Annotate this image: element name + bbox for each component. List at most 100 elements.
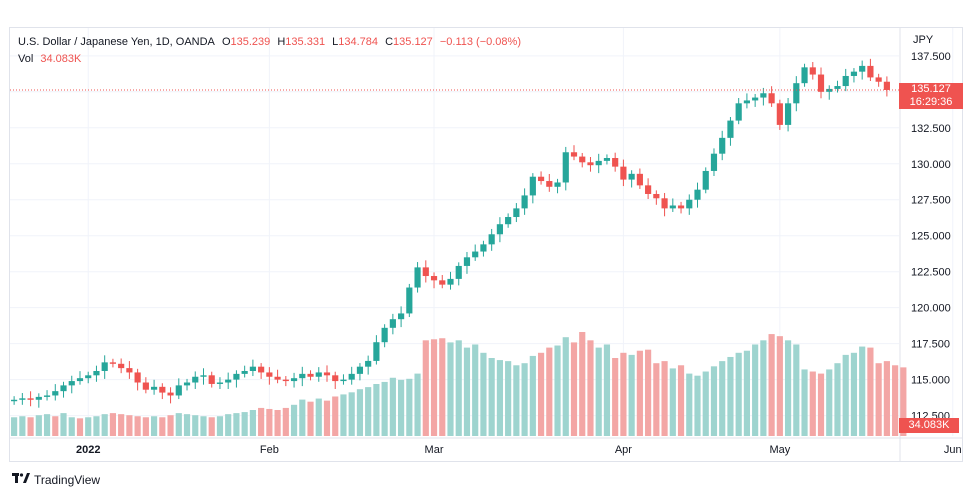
- volume-bar: [142, 417, 149, 436]
- volume-bar: [743, 350, 750, 436]
- time-tick-label: May: [769, 444, 790, 456]
- symbol-title[interactable]: U.S. Dollar / Japanese Yen, 1D, OANDA: [18, 36, 215, 48]
- volume-bar: [677, 365, 685, 436]
- candle-body: [225, 379, 232, 383]
- volume-bar: [290, 404, 298, 436]
- low-value: 134.784: [338, 36, 379, 48]
- candle-body: [694, 189, 701, 200]
- volume-bar: [595, 347, 602, 436]
- candle-body: [677, 205, 685, 209]
- volume-bar: [60, 413, 67, 436]
- volume-bar: [373, 384, 380, 436]
- volume-bar: [274, 410, 281, 436]
- last-price-tag: 135.127 16:29:36: [899, 82, 963, 109]
- volume-bar: [307, 401, 314, 436]
- volume-bar: [496, 360, 503, 436]
- candle-body: [505, 217, 512, 225]
- volume-bar: [439, 338, 446, 436]
- volume-bar: [167, 415, 174, 436]
- chart-frame: [9, 27, 963, 462]
- candle-body: [472, 251, 479, 258]
- volume-bar: [406, 378, 413, 436]
- volume-bar: [159, 417, 166, 436]
- volume-bar: [126, 415, 133, 436]
- time-tick-label: Feb: [260, 444, 279, 456]
- volume-bar: [537, 352, 545, 436]
- candle-body: [233, 373, 240, 380]
- volume-bar: [68, 417, 75, 436]
- candle-body: [422, 267, 429, 277]
- volume-value: 34.083K: [40, 53, 82, 65]
- candle-body: [686, 199, 693, 209]
- volume-bar: [562, 337, 569, 436]
- tradingview-logo-icon: [12, 472, 30, 487]
- volume-bar: [118, 414, 125, 436]
- high-value: 135.331: [285, 36, 326, 48]
- currency-label[interactable]: JPY: [913, 34, 934, 46]
- candle-body: [241, 370, 248, 374]
- volume-bar: [447, 342, 454, 436]
- candle-body: [743, 100, 750, 104]
- candle-body: [109, 362, 117, 364]
- candle-body: [249, 366, 256, 371]
- candle-body: [447, 278, 454, 285]
- candle-body: [817, 74, 825, 92]
- candle-body: [546, 181, 553, 187]
- candle-body: [620, 166, 627, 180]
- candle-body: [883, 81, 890, 90]
- volume-bar: [801, 369, 808, 436]
- close-label: C: [385, 36, 394, 48]
- low-label: L: [332, 36, 339, 48]
- candle-body: [183, 382, 191, 386]
- volume-bar: [356, 389, 364, 436]
- candle-body: [19, 398, 26, 400]
- candle-body: [258, 366, 265, 373]
- candle-body: [348, 373, 355, 380]
- volume-bar: [101, 414, 108, 436]
- volume-bar: [315, 398, 322, 436]
- candle-body: [784, 103, 792, 125]
- high-label: H: [277, 36, 286, 48]
- tradingview-brand[interactable]: TradingView: [12, 472, 100, 487]
- candle-body: [752, 97, 759, 101]
- candle-body: [702, 170, 709, 190]
- volume-bar: [183, 414, 191, 436]
- volume-bar: [570, 342, 578, 436]
- volume-bar: [340, 394, 347, 436]
- candle-body: [710, 153, 718, 171]
- candle-body: [463, 257, 471, 266]
- volume-bar: [109, 413, 117, 436]
- volume-bar: [809, 371, 816, 436]
- volume-bar: [93, 416, 100, 436]
- volume-bar: [365, 387, 372, 436]
- candle-body: [332, 375, 339, 382]
- volume-label[interactable]: Vol: [18, 53, 34, 65]
- volume-bar: [892, 365, 899, 436]
- candle-body: [529, 176, 536, 196]
- candle-body: [636, 173, 643, 186]
- volume-bar: [784, 340, 792, 436]
- volume-bar: [669, 368, 676, 436]
- candle-body: [867, 65, 874, 78]
- volume-bar: [430, 339, 438, 436]
- candle-body: [595, 160, 602, 166]
- volume-bar: [192, 415, 199, 436]
- candle-body: [134, 372, 141, 383]
- price-tick-label: 122.500: [911, 267, 951, 279]
- candle-body: [101, 362, 108, 371]
- open-value: 135.239: [230, 36, 271, 48]
- volume-bar: [11, 417, 18, 436]
- volume-bar: [653, 363, 660, 436]
- candle-body: [859, 65, 866, 72]
- candle-body: [43, 395, 51, 397]
- candle-body: [340, 379, 347, 382]
- candle-body: [85, 375, 92, 379]
- ohlc-line: U.S. Dollar / Japanese Yen, 1D, OANDA O1…: [18, 34, 525, 51]
- candle-body: [661, 198, 668, 209]
- candle-body: [307, 373, 314, 377]
- time-tick-label: Jun: [944, 444, 962, 456]
- candle-body: [159, 386, 166, 393]
- price-tick-label: 117.500: [911, 339, 950, 351]
- volume-bar: [480, 352, 487, 436]
